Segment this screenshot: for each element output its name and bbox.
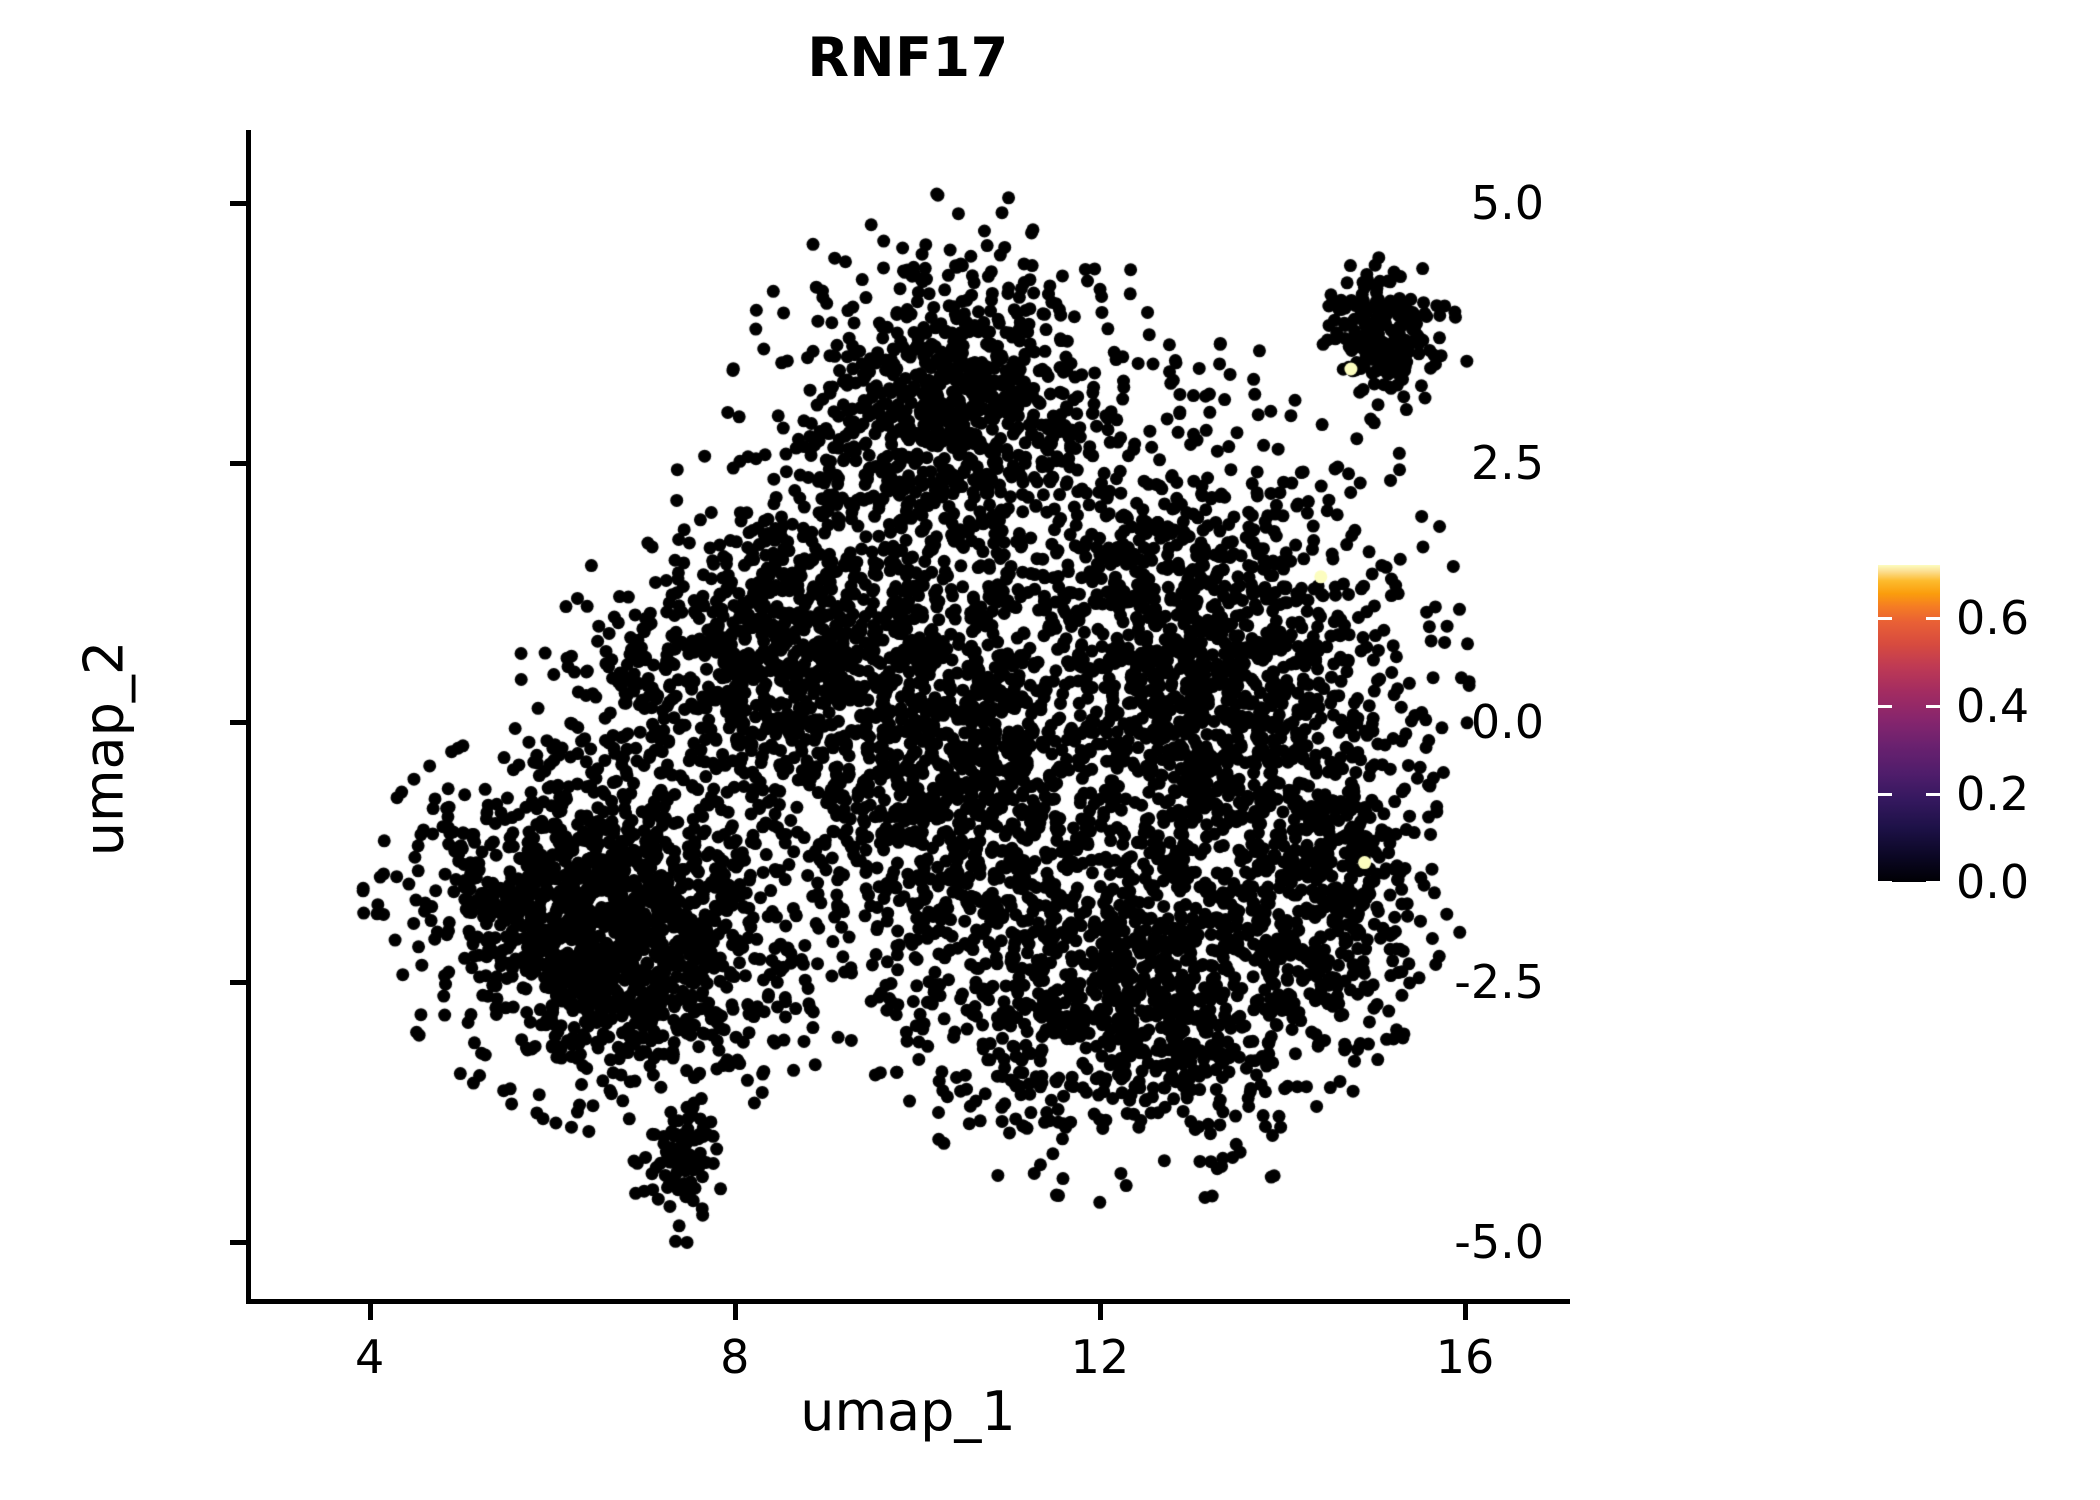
y-tick-label: -2.5: [1454, 955, 1544, 1010]
colorbar-tick-label: 0.2: [1956, 766, 2030, 821]
x-tick-mark: [1463, 1304, 1469, 1320]
x-tick-mark: [1097, 1304, 1103, 1320]
y-tick-mark: [230, 980, 246, 986]
page-title: RNF17: [807, 26, 1009, 89]
y-tick-label: 2.5: [1470, 435, 1544, 490]
x-tick-label: 4: [355, 1330, 385, 1384]
plot-axes: 5.0 2.5 0.0 -2.5 -5.0 4 8 12 16: [230, 130, 1570, 1384]
scatter-plot-canvas: [251, 130, 1570, 1299]
x-tick-label: 8: [720, 1330, 750, 1384]
y-axis-label: umap_2: [72, 640, 136, 857]
colorbar-tick-label: 0.4: [1956, 678, 2030, 733]
axis-spine-bottom: [246, 1299, 1570, 1304]
y-tick-mark: [230, 1239, 246, 1245]
x-tick-mark: [367, 1304, 373, 1320]
y-tick-mark: [230, 720, 246, 726]
colorbar: 0.0 0.2 0.4 0.6: [1878, 565, 2078, 909]
x-tick-label: 12: [1070, 1330, 1130, 1384]
colorbar-gradient: [1878, 565, 1940, 882]
x-tick-label: 16: [1435, 1330, 1495, 1384]
colorbar-tick-label: 0.6: [1956, 590, 2030, 645]
y-tick-label: 0.0: [1470, 695, 1544, 750]
y-tick-mark: [230, 460, 246, 466]
x-axis-label: umap_1: [800, 1380, 1016, 1443]
colorbar-tick-label: 0.0: [1956, 855, 2030, 909]
axis-spine-left: [246, 130, 251, 1304]
y-tick-label: -5.0: [1454, 1214, 1544, 1269]
y-tick-mark: [230, 200, 246, 206]
x-tick-mark: [732, 1304, 738, 1320]
y-tick-label: 5.0: [1470, 175, 1544, 230]
